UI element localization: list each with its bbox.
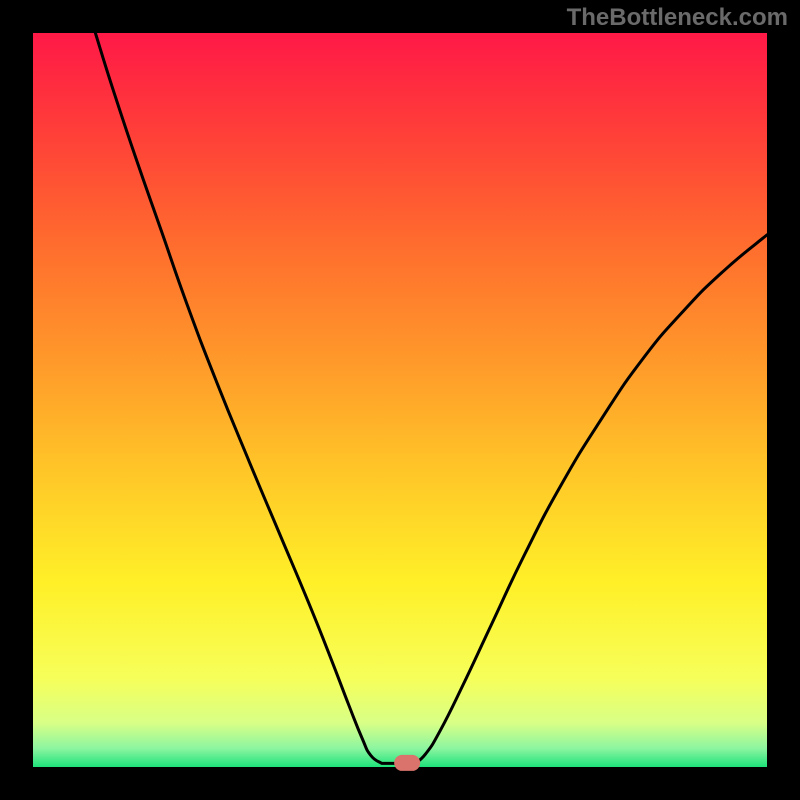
chart-frame: TheBottleneck.com <box>0 0 800 800</box>
optimum-marker <box>394 755 420 771</box>
chart-background <box>33 33 767 767</box>
chart-svg <box>33 33 767 767</box>
plot-area <box>33 33 767 767</box>
watermark-text: TheBottleneck.com <box>567 4 788 32</box>
